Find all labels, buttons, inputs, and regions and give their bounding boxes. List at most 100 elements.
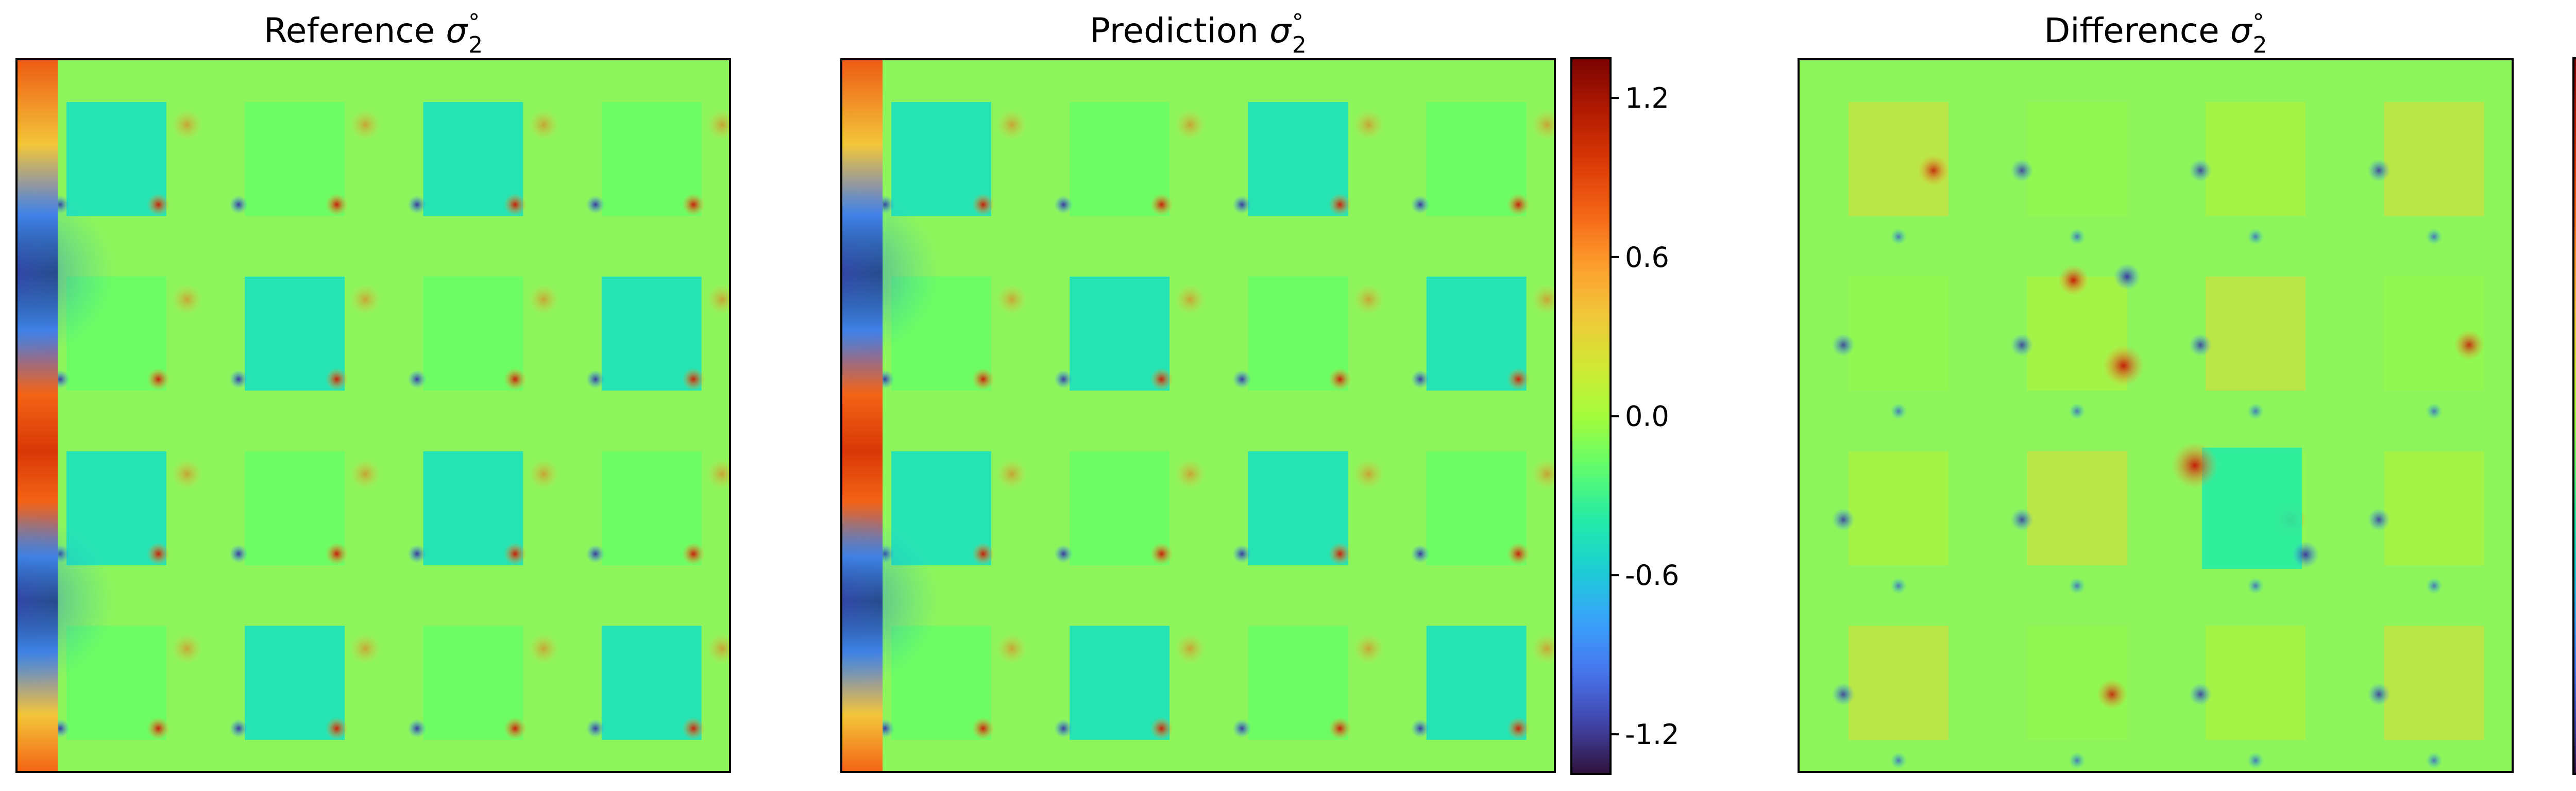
panel-frame-0 bbox=[15, 58, 731, 773]
stress-glow bbox=[996, 458, 1027, 490]
panel-title-2: Difference σ° 2 bbox=[2044, 9, 2267, 58]
pillar-block-0-1-3 bbox=[601, 276, 702, 391]
pillar-block-0-2-1 bbox=[245, 451, 345, 565]
stress-coldspot bbox=[1054, 544, 1073, 563]
diff-spot bbox=[2010, 333, 2033, 357]
stress-coldspot bbox=[229, 719, 248, 738]
pillar-block-0-3-1 bbox=[245, 626, 345, 740]
diff-block bbox=[1849, 276, 1949, 391]
stress-hotspot bbox=[325, 717, 348, 740]
stress-glow bbox=[171, 109, 202, 141]
stress-coldspot bbox=[1411, 195, 1430, 214]
stress-hotspot bbox=[1507, 193, 1530, 216]
stress-coldspot bbox=[1232, 544, 1251, 563]
pillar-block-1-0-2 bbox=[1248, 102, 1348, 216]
pillar-block-0-3-3 bbox=[601, 626, 702, 740]
stress-coldspot bbox=[586, 544, 605, 563]
diff-block bbox=[2206, 626, 2306, 740]
stress-glow bbox=[996, 109, 1027, 141]
stress-coldspot bbox=[408, 195, 427, 214]
pillar-block-0-1-2 bbox=[423, 276, 523, 391]
stress-glow bbox=[528, 458, 560, 490]
stress-glow bbox=[528, 633, 560, 664]
stress-glow bbox=[1175, 109, 1206, 141]
colorbar-tick-label: 0.6 bbox=[1625, 241, 1669, 274]
colorbar-tick-label: 0.0 bbox=[1625, 400, 1669, 433]
stress-glow bbox=[350, 109, 381, 141]
stress-hotspot bbox=[1328, 717, 1351, 740]
stress-glow bbox=[171, 633, 202, 664]
diff-spot bbox=[2453, 329, 2485, 361]
stress-coldspot bbox=[1411, 369, 1430, 389]
stress-hotspot bbox=[147, 367, 170, 391]
stress-hotspot bbox=[972, 367, 995, 391]
stress-glow bbox=[706, 633, 730, 664]
stress-glow bbox=[1531, 284, 1555, 315]
diff-spot bbox=[2426, 228, 2443, 245]
pillar-block-1-3-1 bbox=[1070, 626, 1170, 740]
stress-glow bbox=[1353, 284, 1384, 315]
stress-hotspot bbox=[1507, 717, 1530, 740]
diff-spot bbox=[2189, 333, 2212, 357]
stress-hotspot bbox=[682, 542, 705, 565]
left-cold-glow bbox=[841, 185, 939, 361]
diff-block bbox=[2384, 102, 2484, 216]
diff-spot bbox=[2010, 159, 2033, 182]
colorbar-tick-label: 1.2 bbox=[1625, 82, 1669, 114]
stress-glow bbox=[706, 284, 730, 315]
diff-block bbox=[2027, 102, 2127, 216]
stress-hotspot bbox=[682, 367, 705, 391]
stress-coldspot bbox=[586, 369, 605, 389]
stress-hotspot bbox=[325, 193, 348, 216]
diff-block bbox=[1849, 451, 1949, 565]
diff-block bbox=[2027, 451, 2127, 565]
stress-hotspot bbox=[972, 717, 995, 740]
stress-hotspot bbox=[1150, 193, 1173, 216]
pillar-block-0-0-1 bbox=[245, 102, 345, 216]
stress-glow bbox=[1175, 284, 1206, 315]
stress-coldspot bbox=[408, 369, 427, 389]
pillar-block-1-1-2 bbox=[1248, 276, 1348, 391]
diff-spot bbox=[1832, 508, 1855, 531]
diff-block-cold bbox=[2202, 447, 2302, 569]
panel-title-1: Prediction σ° 2 bbox=[1090, 9, 1307, 58]
diff-spot bbox=[2010, 508, 2033, 531]
stress-glow bbox=[350, 284, 381, 315]
stress-hotspot bbox=[503, 193, 527, 216]
panel-title-0: Reference σ° 2 bbox=[264, 9, 483, 58]
pillar-block-0-2-3 bbox=[601, 451, 702, 565]
stress-glow bbox=[1353, 109, 1384, 141]
diff-spot bbox=[2367, 159, 2391, 182]
stress-coldspot bbox=[408, 719, 427, 738]
diff-coldspot bbox=[2292, 541, 2319, 568]
stress-coldspot bbox=[229, 369, 248, 389]
stress-glow bbox=[171, 284, 202, 315]
diff-block bbox=[2206, 102, 2306, 216]
diff-spot bbox=[1832, 333, 1855, 357]
stress-coldspot bbox=[229, 544, 248, 563]
stress-hotspot bbox=[1328, 193, 1351, 216]
left-cold-glow bbox=[16, 513, 114, 689]
colorbar-tick-label: -1.2 bbox=[1625, 718, 1679, 751]
diff-block bbox=[2384, 626, 2484, 740]
stress-glow bbox=[1531, 458, 1555, 490]
stress-coldspot bbox=[1411, 544, 1430, 563]
stress-glow bbox=[1353, 458, 1384, 490]
colorbar-ramp-1 bbox=[1570, 57, 1612, 775]
diff-spot bbox=[2247, 752, 2264, 769]
pillar-block-1-0-3 bbox=[1426, 102, 1527, 216]
stress-hotspot bbox=[1150, 367, 1173, 391]
colorbar-1: 1.2 0.6 0.0 -0.6 -1.2 bbox=[1570, 57, 1679, 775]
stress-hotspot bbox=[325, 367, 348, 391]
diff-hotspot bbox=[2058, 264, 2089, 296]
stress-glow bbox=[996, 633, 1027, 664]
diff-spot bbox=[1918, 155, 1949, 186]
left-cold-glow bbox=[16, 185, 114, 361]
diff-block bbox=[2384, 451, 2484, 565]
stress-glow bbox=[706, 458, 730, 490]
stress-hotspot bbox=[1150, 717, 1173, 740]
diff-spot bbox=[2069, 228, 2086, 245]
diff-coldspot bbox=[2113, 263, 2141, 290]
heatmap-panel-2 bbox=[1798, 58, 2514, 773]
